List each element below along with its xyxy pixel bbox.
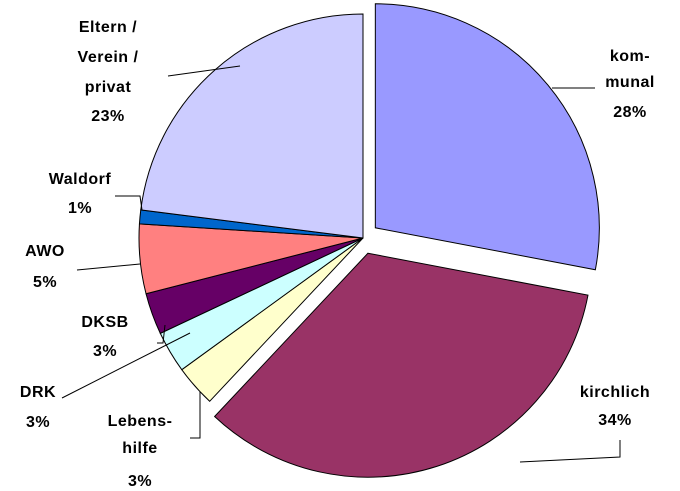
value-label: 3% — [93, 343, 117, 360]
slice-label-line: DRK — [20, 384, 56, 401]
slice-label: AWO — [25, 243, 65, 260]
value-label: 3% — [128, 473, 152, 490]
slice-label-line: DKSB — [81, 314, 128, 331]
slice-label-line: privat — [85, 79, 132, 96]
value-label: 5% — [33, 274, 57, 291]
slice-label: Lebens-hilfe — [108, 413, 173, 457]
leader-line — [190, 392, 201, 439]
slice-label-line: hilfe — [122, 440, 157, 457]
slice-label: kom-munal — [605, 48, 655, 91]
slice-label: DKSB — [81, 314, 128, 331]
slice-label-line: Verein / — [78, 49, 139, 66]
pie-slice — [374, 3, 600, 271]
slice-label: Waldorf — [49, 171, 112, 188]
slice-label-line: AWO — [25, 243, 65, 260]
leader-line — [115, 195, 143, 211]
pie-slice — [213, 252, 589, 478]
slice-label: Eltern / Verein / privat — [78, 19, 139, 96]
pie-slice — [140, 13, 364, 239]
leader-line — [76, 263, 141, 271]
value-label: 1% — [68, 200, 92, 217]
slice-label-line: munal — [605, 74, 655, 91]
value-label: 28% — [613, 104, 647, 121]
slice-label: DRK — [20, 384, 56, 401]
slice-label: kirchlich — [580, 384, 650, 401]
slice-label-line: Waldorf — [49, 171, 112, 188]
value-label: 3% — [26, 414, 50, 431]
leader-line — [157, 324, 166, 344]
slice-label-line: kom- — [610, 48, 650, 65]
value-label: 23% — [91, 108, 125, 125]
slice-label-line: Eltern / — [79, 19, 137, 36]
leader-line — [167, 65, 241, 77]
leader-line — [519, 440, 621, 463]
slice-label-line: kirchlich — [580, 384, 650, 401]
leader-line — [61, 332, 191, 399]
slice-label-line: Lebens- — [108, 413, 173, 430]
value-label: 34% — [598, 412, 632, 429]
